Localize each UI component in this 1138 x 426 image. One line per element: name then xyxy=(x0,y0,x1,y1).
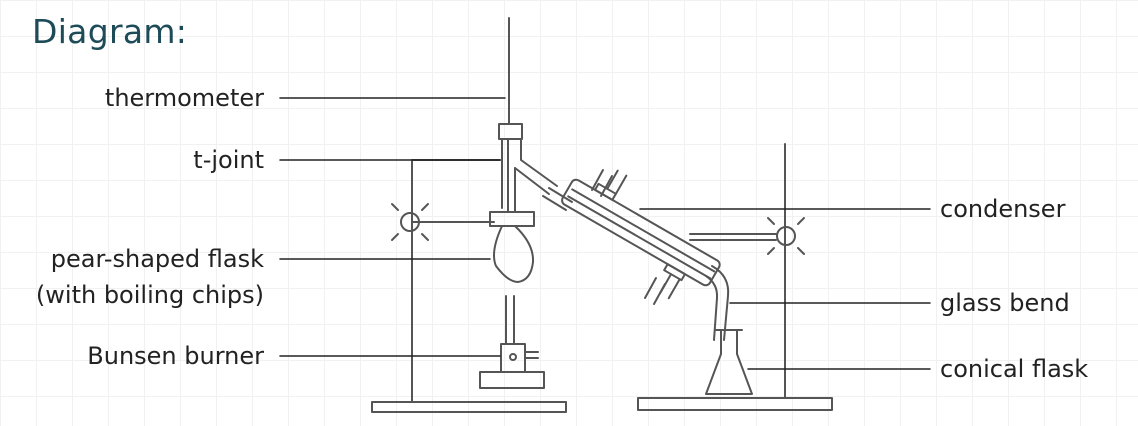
label-conical-flask: conical flask xyxy=(940,355,1089,383)
glass-bend-drawing xyxy=(705,265,730,341)
bunsen-burner-drawing xyxy=(479,343,545,389)
thermometer-drawing xyxy=(498,17,523,213)
side-arm-drawing xyxy=(542,187,573,211)
right-retort-stand xyxy=(637,143,833,411)
label-condenser: condenser xyxy=(940,195,1066,223)
leader-lines xyxy=(279,97,931,370)
label-t-joint: t-joint xyxy=(193,146,264,174)
label-thermometer: thermometer xyxy=(104,84,264,112)
diagram-heading: Diagram: xyxy=(32,12,188,51)
t-joint-drawing xyxy=(489,138,558,227)
conical-flask-drawing xyxy=(705,329,753,395)
left-retort-stand xyxy=(371,159,567,413)
label-pear-flask: pear-shaped flask xyxy=(50,245,264,273)
pear-flask-drawing xyxy=(493,225,535,345)
condenser-drawing xyxy=(561,169,721,300)
label-boiling-chips: (with boiling chips) xyxy=(35,281,264,309)
label-bunsen-burner: Bunsen burner xyxy=(87,342,264,370)
label-glass-bend: glass bend xyxy=(940,289,1070,317)
